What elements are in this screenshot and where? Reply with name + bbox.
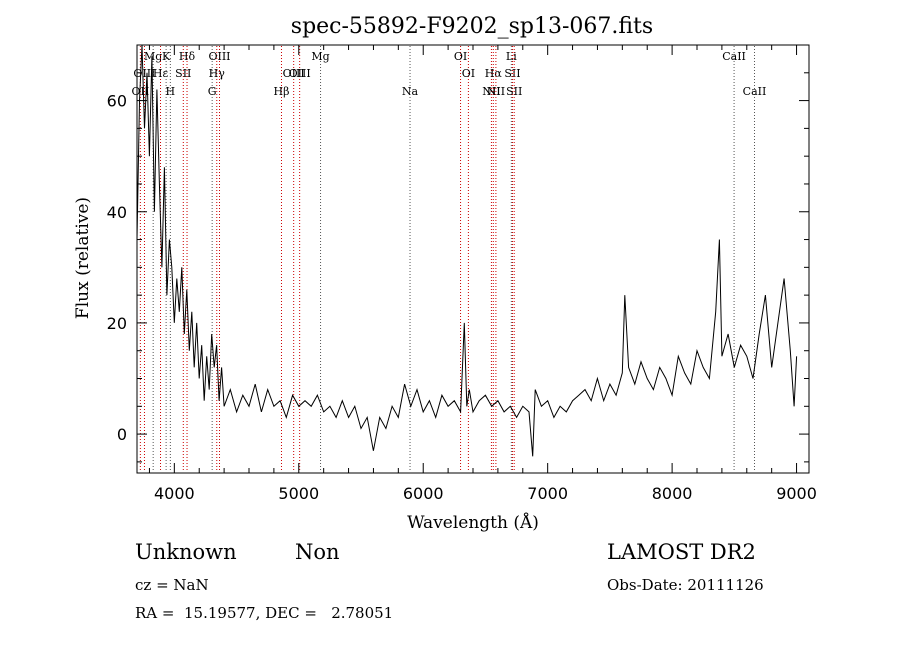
x-tick-label-4000: 4000 (154, 484, 195, 503)
line-marker-label-10: OIII (208, 50, 230, 63)
line-marker-label-15: Na (402, 85, 419, 98)
y-axis-label: Flux (relative) (73, 197, 93, 319)
x-tick-label-5000: 5000 (278, 484, 319, 503)
survey-label: LAMOST DR2 (607, 540, 756, 564)
line-marker-label-21: Li (506, 50, 517, 63)
line-marker-label-3: Hε (153, 67, 169, 80)
line-marker-label-5: H (166, 85, 176, 98)
x-tick-label-6000: 6000 (403, 484, 444, 503)
spectrum-chart: spec-55892-F9202_sp13-067.fits OIIOIIIMg… (73, 14, 817, 533)
line-marker-label-4: K (162, 50, 171, 63)
line-marker-label-19: Hα (485, 67, 503, 80)
x-axis-label: Wavelength (Å) (407, 512, 539, 533)
line-marker-label-8: G (208, 85, 217, 98)
chart-title: spec-55892-F9202_sp13-067.fits (291, 14, 653, 39)
class-label: Unknown (135, 540, 237, 564)
y-tick-label-0: 0 (117, 425, 127, 444)
series-line-0 (136, 44, 798, 457)
line-marker-label-11: Hβ (274, 85, 290, 98)
line-marker-label-23: SII (506, 85, 522, 98)
line-marker-label-1: OIII (133, 67, 155, 80)
line-marker-label-6: Hδ (179, 50, 196, 63)
coords-text: RA = 15.19577, DEC = 2.78051 (135, 604, 394, 622)
subclass-label: Non (295, 540, 340, 564)
line-marker-label-14: Mg (311, 50, 329, 63)
line-marker-label-24: CaII (722, 50, 746, 63)
y-tick-label-60: 60 (107, 92, 127, 111)
y-axis: 0 20 40 60 (107, 72, 809, 463)
line-marker-label-25: CaII (743, 85, 767, 98)
y-tick-label-20: 20 (107, 314, 127, 333)
redshift-text: cz = NaN (135, 576, 209, 594)
x-tick-label-9000: 9000 (776, 484, 817, 503)
y-tick-label-40: 40 (107, 203, 127, 222)
series-group (136, 44, 798, 457)
line-marker-label-22: SII (504, 67, 520, 80)
x-tick-label-7000: 7000 (527, 484, 568, 503)
x-axis: 4000 5000 6000 7000 8000 9000 (148, 45, 817, 503)
obs-date-text: Obs-Date: 20111126 (607, 576, 764, 594)
line-marker-label-9: Hγ (209, 67, 226, 80)
line-marker-label-13: OIII (289, 67, 311, 80)
line-marker-label-17: OI (462, 67, 475, 80)
x-tick-label-8000: 8000 (652, 484, 693, 503)
line-marker-label-16: OI (454, 50, 467, 63)
line-marker-label-20: NII (487, 85, 505, 98)
line-marker-label-2: Mg (144, 50, 162, 63)
line-marker-label-7: SII (175, 67, 191, 80)
line-markers: OIIOIIIMgHεKHHδSIIGHγOIIIHβOIIIOIIIMgNaO… (132, 46, 767, 472)
